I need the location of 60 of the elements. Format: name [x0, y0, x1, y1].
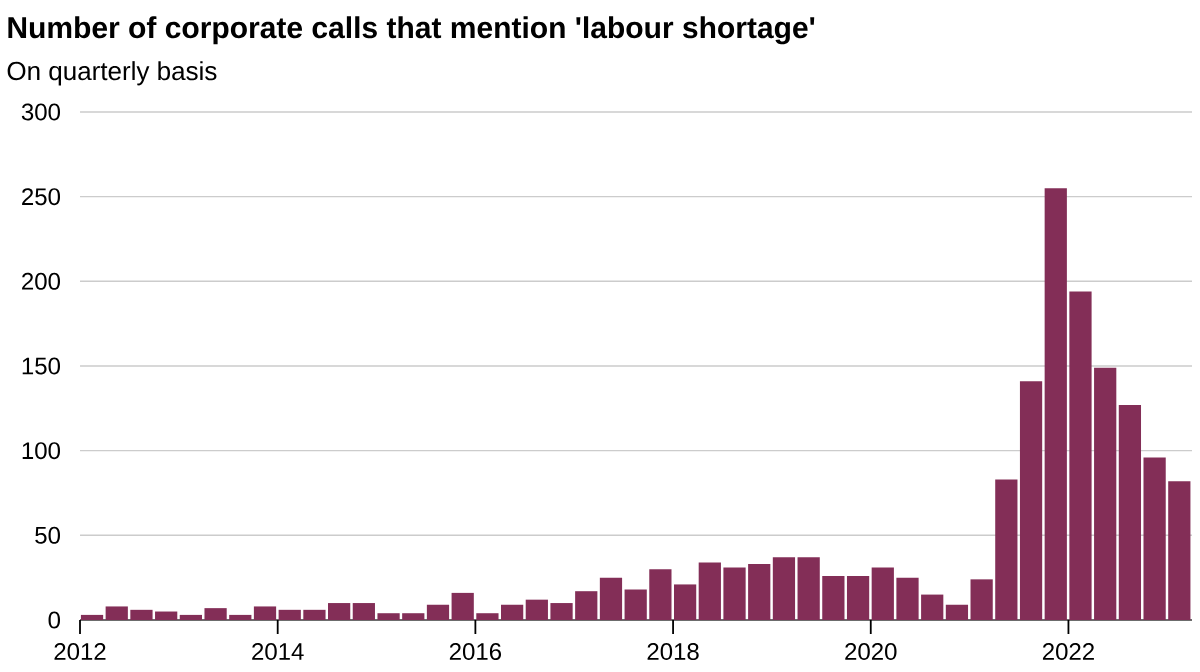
bar — [599, 577, 623, 620]
bar — [1143, 457, 1166, 620]
bar — [303, 609, 326, 620]
bar — [871, 567, 894, 620]
bar — [921, 594, 944, 620]
bar — [402, 613, 425, 620]
bar — [723, 567, 746, 620]
bar — [1168, 481, 1191, 620]
x-tick-label: 2022 — [1042, 643, 1094, 661]
bar — [1094, 367, 1117, 620]
bar — [550, 603, 573, 620]
x-tick-label: 2012 — [54, 643, 106, 661]
bar — [970, 579, 993, 620]
bar — [352, 603, 375, 620]
bar — [673, 584, 697, 620]
x-tick-label: 2016 — [449, 643, 502, 661]
y-tick-label: 50 — [35, 526, 61, 544]
bar — [229, 614, 252, 620]
bar — [748, 564, 771, 620]
bar — [649, 569, 672, 620]
bar — [501, 604, 524, 620]
bar — [278, 609, 301, 620]
bar — [253, 606, 277, 620]
bar — [698, 562, 721, 620]
x-tick-label: 2018 — [647, 643, 699, 661]
bar — [1118, 404, 1142, 620]
bar — [1019, 381, 1043, 620]
bar — [105, 606, 128, 620]
y-tick-label: 200 — [22, 272, 60, 290]
y-tick-label: 100 — [22, 442, 60, 460]
x-tick-label: 2020 — [845, 643, 897, 661]
bar — [179, 614, 202, 620]
y-tick-label: 0 — [48, 611, 61, 629]
y-tick-label: 300 — [21, 103, 60, 121]
bar — [1069, 291, 1092, 620]
bar — [130, 609, 153, 620]
chart-subtitle: On quarterly basis — [7, 61, 217, 86]
bar — [624, 589, 647, 620]
bar — [772, 557, 796, 620]
chart-title: Number of corporate calls that mention 'labour shortage' — [8, 16, 815, 45]
bar — [377, 613, 400, 620]
bar — [155, 611, 178, 620]
bar — [1044, 188, 1067, 620]
bar — [575, 591, 598, 620]
bar — [896, 577, 919, 620]
bar — [204, 608, 227, 620]
bar — [328, 603, 351, 620]
bar — [451, 592, 474, 620]
bar — [822, 575, 845, 620]
x-tick-label: 2014 — [252, 643, 304, 661]
bar — [945, 604, 969, 620]
bar — [846, 575, 870, 620]
bar — [525, 599, 548, 620]
y-tick-label: 150 — [22, 357, 60, 375]
bar — [797, 557, 820, 620]
y-tick-label: 250 — [22, 188, 60, 206]
bar — [426, 604, 450, 620]
bar — [476, 613, 499, 620]
bar — [80, 614, 104, 620]
bar — [995, 479, 1018, 620]
